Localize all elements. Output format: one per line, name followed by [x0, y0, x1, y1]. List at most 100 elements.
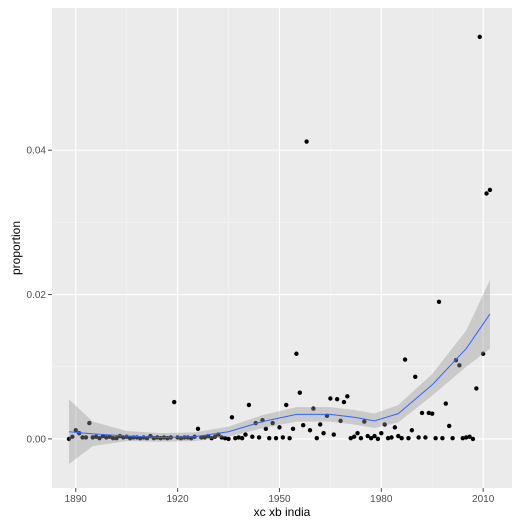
point	[290, 426, 296, 432]
point	[250, 434, 255, 439]
x-tick-label: 2010	[472, 494, 495, 505]
point	[314, 435, 319, 441]
point	[436, 299, 442, 304]
point	[97, 435, 102, 441]
point	[419, 410, 425, 416]
point	[484, 191, 489, 196]
x-tick-label: 1950	[268, 494, 291, 505]
point	[222, 435, 228, 441]
point	[470, 436, 476, 442]
point	[83, 435, 89, 440]
point	[365, 433, 370, 439]
point	[287, 435, 292, 441]
point	[416, 435, 421, 440]
point	[423, 435, 428, 440]
point	[267, 435, 272, 441]
point	[389, 435, 394, 440]
point	[446, 423, 452, 429]
point	[358, 435, 364, 441]
point	[304, 139, 309, 144]
point	[338, 418, 343, 424]
point	[450, 435, 455, 441]
point	[413, 374, 418, 380]
point	[219, 435, 224, 440]
point	[379, 430, 384, 436]
point	[409, 428, 415, 433]
point	[355, 430, 360, 436]
point	[80, 435, 85, 440]
point	[392, 425, 398, 430]
point	[487, 187, 493, 193]
point	[104, 435, 109, 440]
x-tick-label: 1920	[166, 494, 189, 505]
point	[362, 419, 367, 424]
point	[440, 435, 445, 441]
point	[127, 435, 133, 441]
panel	[52, 8, 512, 488]
point	[239, 435, 245, 441]
y-tick-label: 0.02	[27, 290, 47, 301]
point	[90, 435, 95, 440]
y-tick-label: 0.00	[27, 434, 47, 445]
point	[182, 435, 187, 440]
point	[430, 411, 435, 416]
point	[195, 426, 201, 432]
point	[273, 435, 279, 441]
point	[477, 34, 482, 40]
point	[399, 435, 404, 441]
point	[284, 402, 289, 408]
point	[351, 434, 357, 439]
point	[263, 426, 269, 432]
point	[382, 422, 387, 427]
point	[396, 433, 401, 439]
point	[277, 425, 282, 430]
x-tick-label: 1980	[370, 494, 393, 505]
point	[87, 420, 92, 426]
point	[226, 436, 231, 442]
point	[460, 435, 465, 441]
point	[301, 423, 306, 428]
point	[375, 436, 381, 442]
smooth-line	[68, 313, 491, 438]
point	[426, 410, 432, 416]
point	[334, 397, 340, 402]
point	[474, 386, 479, 391]
x-axis-title: xc xb india	[254, 505, 311, 519]
point	[406, 435, 411, 441]
point	[307, 428, 313, 433]
point	[331, 432, 336, 437]
point	[209, 435, 214, 441]
point	[463, 435, 469, 440]
point	[385, 435, 391, 441]
point	[348, 435, 353, 441]
point	[480, 351, 486, 356]
point	[110, 435, 116, 441]
point	[202, 435, 207, 440]
point	[212, 434, 218, 439]
point	[243, 432, 248, 437]
point	[73, 428, 78, 433]
point	[229, 415, 235, 420]
point	[233, 435, 238, 441]
point	[172, 399, 177, 405]
point	[402, 357, 408, 362]
point	[297, 390, 303, 395]
point	[294, 351, 299, 356]
point	[317, 422, 323, 427]
point	[328, 396, 333, 401]
point	[443, 401, 449, 406]
point	[457, 363, 462, 368]
y-axis-title: proportion	[9, 221, 23, 275]
point	[311, 406, 316, 411]
point	[246, 402, 252, 408]
point	[270, 420, 275, 426]
point	[236, 435, 241, 440]
point	[467, 434, 472, 439]
point	[372, 433, 377, 439]
point	[114, 435, 119, 441]
x-tick-label: 1890	[65, 494, 88, 505]
point	[70, 434, 75, 439]
